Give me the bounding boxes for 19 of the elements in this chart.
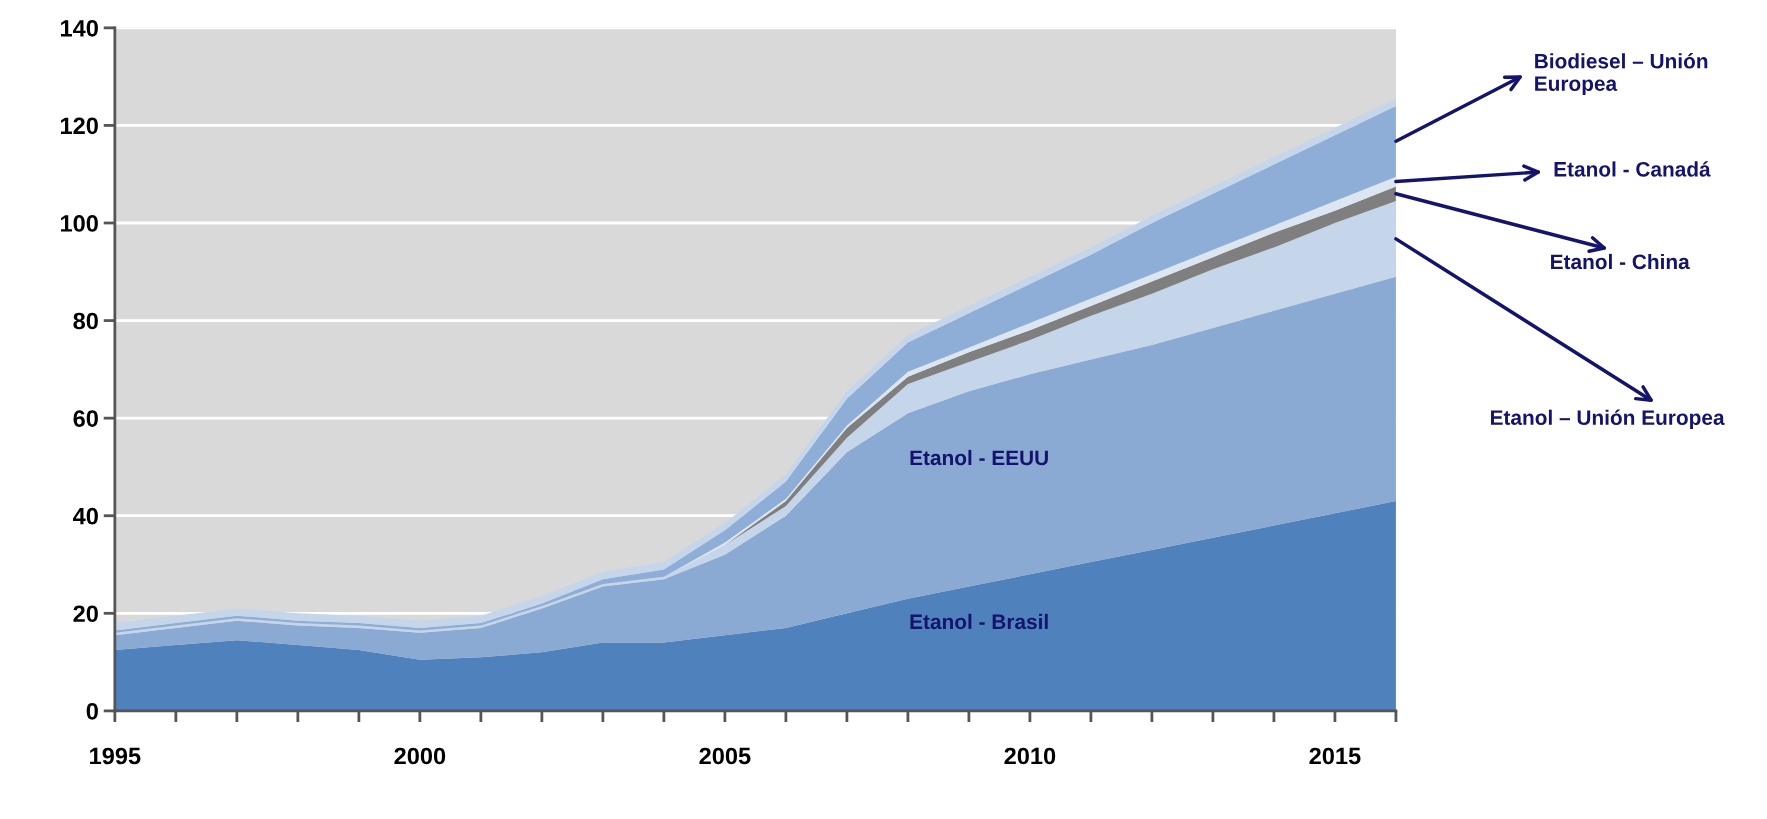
x-tick-label: 2010 [1004, 747, 1056, 765]
x-tick-label: 1995 [90, 747, 141, 765]
text: Etanol – Unión Europea [1490, 409, 1725, 430]
y-tick-label: 60 [73, 410, 98, 427]
x-tick-label: 2005 [699, 747, 751, 765]
x-tick-label: 2015 [1309, 747, 1361, 765]
y-tick-label: 40 [72, 507, 98, 525]
y-tick-label: 100 [60, 215, 98, 232]
y-tick-label: 80 [73, 312, 98, 330]
y-tick-label: 140 [60, 19, 98, 37]
series-label: Etanol - Brasil [910, 613, 1048, 630]
text: Biodiesel – Unión Europea [1535, 53, 1708, 96]
text: Etanol - China [1551, 253, 1690, 270]
y-tick-label: 0 [86, 702, 98, 720]
text: Etanol - Canadá [1554, 161, 1711, 177]
x-tick-label: 2000 [394, 747, 446, 765]
y-tick-label: 20 [73, 605, 98, 623]
series-label: Etanol - EEUU [910, 449, 1048, 466]
y-tick-label: 120 [60, 117, 98, 135]
